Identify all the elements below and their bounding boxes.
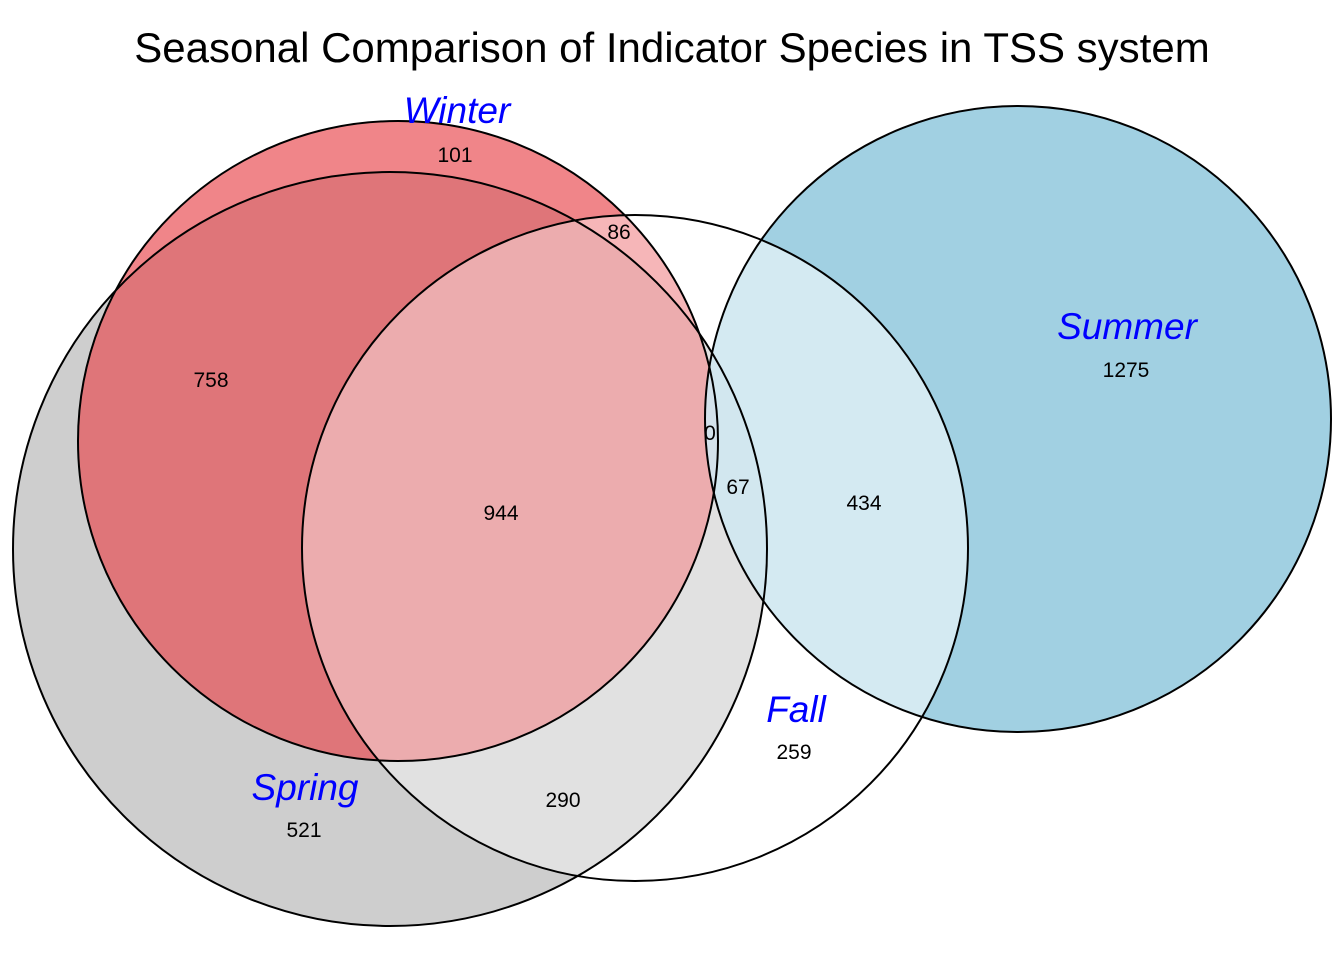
count-fall-only: 259 — [776, 741, 811, 764]
count-winter-fall: 86 — [607, 221, 630, 244]
region-counts: 101 86 758 944 0 67 434 1275 259 290 521 — [193, 144, 1149, 842]
set-outlines — [12, 105, 1332, 927]
spring-set-label: Spring — [252, 767, 359, 808]
winter-set-outline — [77, 120, 719, 762]
set-labels: Winter Spring Fall Summer — [252, 90, 1199, 808]
count-winter-spring: 758 — [193, 369, 228, 392]
chart-title: Seasonal Comparison of Indicator Species… — [134, 24, 1209, 71]
summer-set-outline — [704, 105, 1332, 733]
count-all-four: 0 — [704, 422, 716, 445]
spring-set-outline — [12, 171, 768, 927]
winter-set-fill — [78, 121, 718, 761]
count-spring-fall: 290 — [545, 789, 580, 812]
count-winter-spring-fall: 944 — [483, 502, 518, 525]
count-winter-only: 101 — [437, 144, 472, 167]
count-fall-summer: 434 — [846, 492, 881, 515]
winter-set-label: Winter — [404, 90, 512, 131]
count-spring-only: 521 — [286, 819, 321, 842]
fall-set-label: Fall — [766, 689, 827, 730]
count-summer-only: 1275 — [1103, 359, 1150, 382]
summer-set-label: Summer — [1057, 306, 1198, 347]
count-spring-fall-summer: 67 — [726, 476, 749, 499]
set-fills — [13, 106, 1331, 926]
winter-set-fill-highlight — [78, 121, 718, 761]
fall-set-outline — [301, 214, 969, 882]
